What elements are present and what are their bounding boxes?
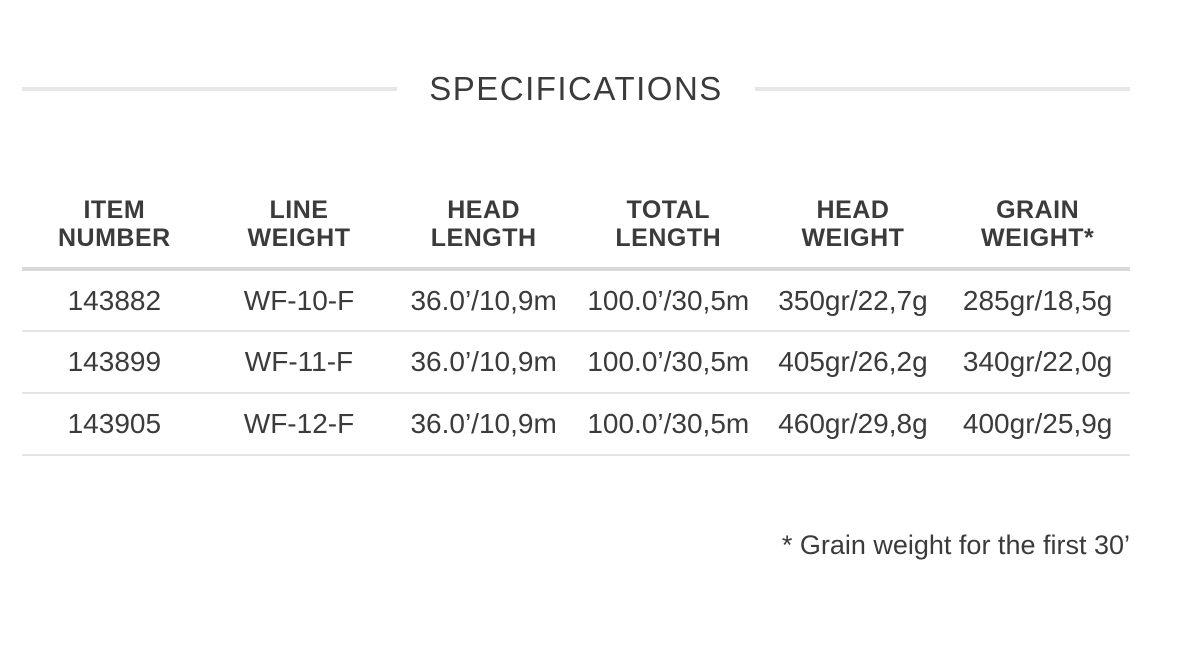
cell-head-length: 36.0’/10,9m <box>391 393 576 456</box>
table-header-row: ITEM NUMBER LINE WEIGHT HEAD LENGTH TOTA… <box>22 196 1130 269</box>
table-row: 143905 WF-12-F 36.0’/10,9m 100.0’/30,5m … <box>22 393 1130 456</box>
grain-weight-footnote: * Grain weight for the first 30’ <box>781 530 1130 560</box>
header-line-weight: LINE WEIGHT <box>247 196 351 252</box>
cell-grain-weight: 340gr/22,0g <box>945 331 1130 394</box>
cell-total-length: 100.0’/30,5m <box>575 331 761 394</box>
table-row: 143899 WF-11-F 36.0’/10,9m 100.0’/30,5m … <box>22 331 1130 394</box>
cell-item-number: 143899 <box>22 331 207 394</box>
header-total-length: TOTAL LENGTH <box>615 196 722 252</box>
cell-grain-weight: 400gr/25,9g <box>945 393 1130 456</box>
header-grain-weight: GRAIN WEIGHT* <box>981 196 1095 252</box>
cell-head-weight: 405gr/26,2g <box>760 331 946 394</box>
cell-line-weight: WF-10-F <box>206 269 392 332</box>
cell-total-length: 100.0’/30,5m <box>575 269 761 332</box>
cell-head-weight: 460gr/29,8g <box>760 393 946 456</box>
header-head-weight: HEAD WEIGHT <box>801 196 905 252</box>
section-title-row: SPECIFICATIONS <box>22 0 1130 108</box>
cell-item-number: 143905 <box>22 393 207 456</box>
title-divider-right <box>754 87 1130 91</box>
specifications-table: ITEM NUMBER LINE WEIGHT HEAD LENGTH TOTA… <box>22 196 1130 456</box>
cell-total-length: 100.0’/30,5m <box>575 393 761 456</box>
cell-item-number: 143882 <box>22 269 207 332</box>
header-item-number: ITEM NUMBER <box>57 196 171 252</box>
page-title: SPECIFICATIONS <box>429 70 723 107</box>
cell-head-weight: 350gr/22,7g <box>760 269 946 332</box>
cell-grain-weight: 285gr/18,5g <box>945 269 1130 332</box>
title-divider-left <box>22 87 398 91</box>
cell-line-weight: WF-12-F <box>206 393 392 456</box>
cell-head-length: 36.0’/10,9m <box>391 269 576 332</box>
header-head-length: HEAD LENGTH <box>430 196 537 252</box>
cell-line-weight: WF-11-F <box>206 331 392 394</box>
cell-head-length: 36.0’/10,9m <box>391 331 576 394</box>
table-row: 143882 WF-10-F 36.0’/10,9m 100.0’/30,5m … <box>22 269 1130 332</box>
